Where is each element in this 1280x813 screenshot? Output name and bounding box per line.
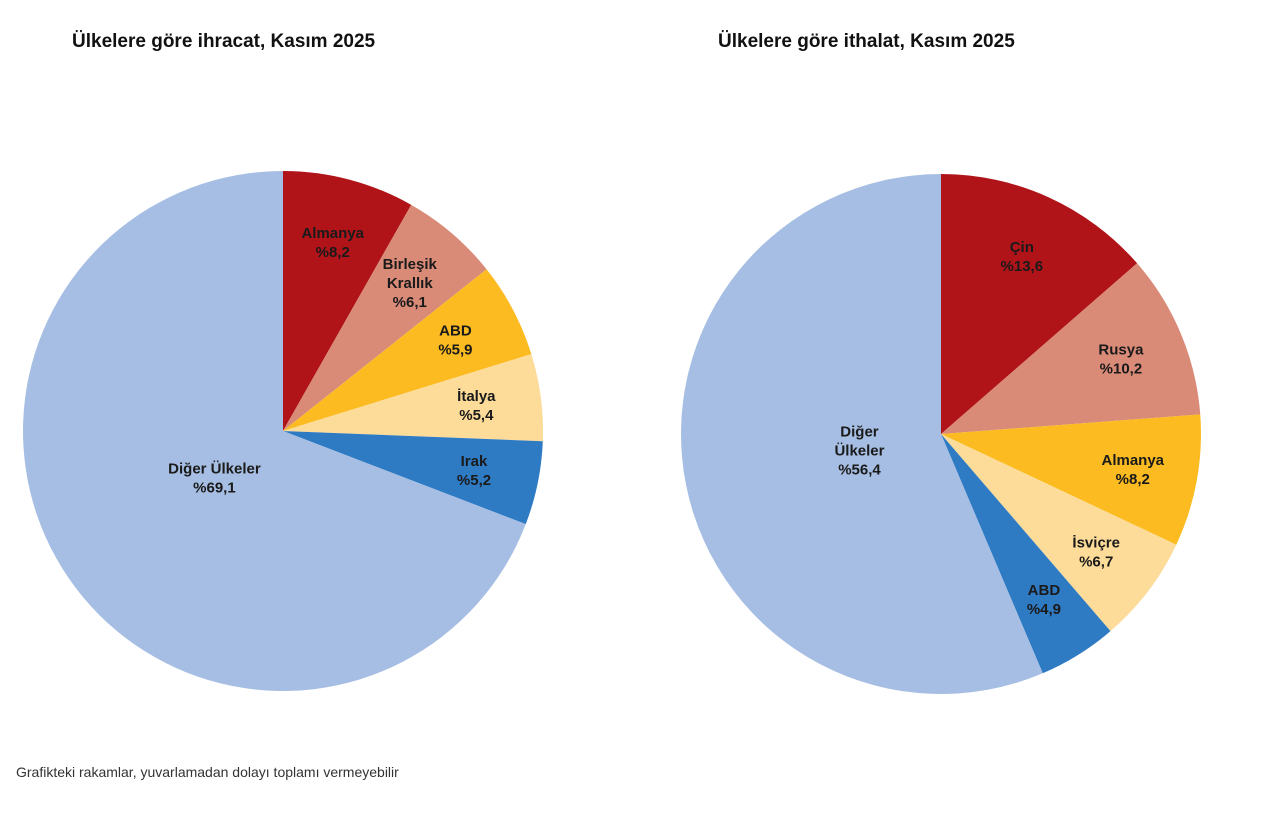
- slice-label-0-4: Irak %5,2: [457, 453, 491, 489]
- pie-slice-0-0: [283, 171, 412, 431]
- pie-slice-0-1: [283, 204, 487, 431]
- pie-slice-1-0: [941, 174, 1138, 434]
- import-chart-title: Ülkelere göre ithalat, Kasım 2025: [718, 31, 1015, 52]
- pie-slice-0-2: [283, 269, 532, 431]
- slice-label-0-1: Birleşik Krallık %6,1: [383, 256, 438, 311]
- pie-slice-1-1: [941, 263, 1201, 434]
- slice-label-0-3: İtalya %5,4: [457, 388, 496, 424]
- pie-slice-0-4: [283, 431, 543, 525]
- slice-label-1-0: Çin %13,6: [1001, 239, 1044, 275]
- pie-slice-0-5: [22, 171, 526, 692]
- pie-slice-1-4: [941, 434, 1111, 674]
- export-chart-title: Ülkelere göre ihracat, Kasım 2025: [72, 31, 376, 52]
- pie-slice-0-3: [283, 354, 543, 442]
- footnote: Grafikteki rakamlar, yuvarlamadan dolayı…: [16, 764, 399, 780]
- pie-slice-1-5: [681, 174, 1043, 694]
- slice-label-1-4: ABD %4,9: [1027, 582, 1061, 618]
- slice-label-0-5: Diğer Ülkeler %69,1: [168, 461, 261, 497]
- slice-label-1-3: İsviçre %6,7: [1072, 535, 1120, 571]
- pie-slice-1-3: [941, 434, 1177, 632]
- slice-label-1-2: Almanya %8,2: [1102, 452, 1165, 488]
- slice-label-0-0: Almanya %8,2: [301, 225, 364, 261]
- pie-slice-1-2: [941, 414, 1201, 545]
- slice-label-1-5: Diğer Ülkeler %56,4: [834, 424, 884, 479]
- slice-label-0-2: ABD %5,9: [438, 322, 472, 358]
- slice-label-1-1: Rusya %10,2: [1098, 341, 1144, 377]
